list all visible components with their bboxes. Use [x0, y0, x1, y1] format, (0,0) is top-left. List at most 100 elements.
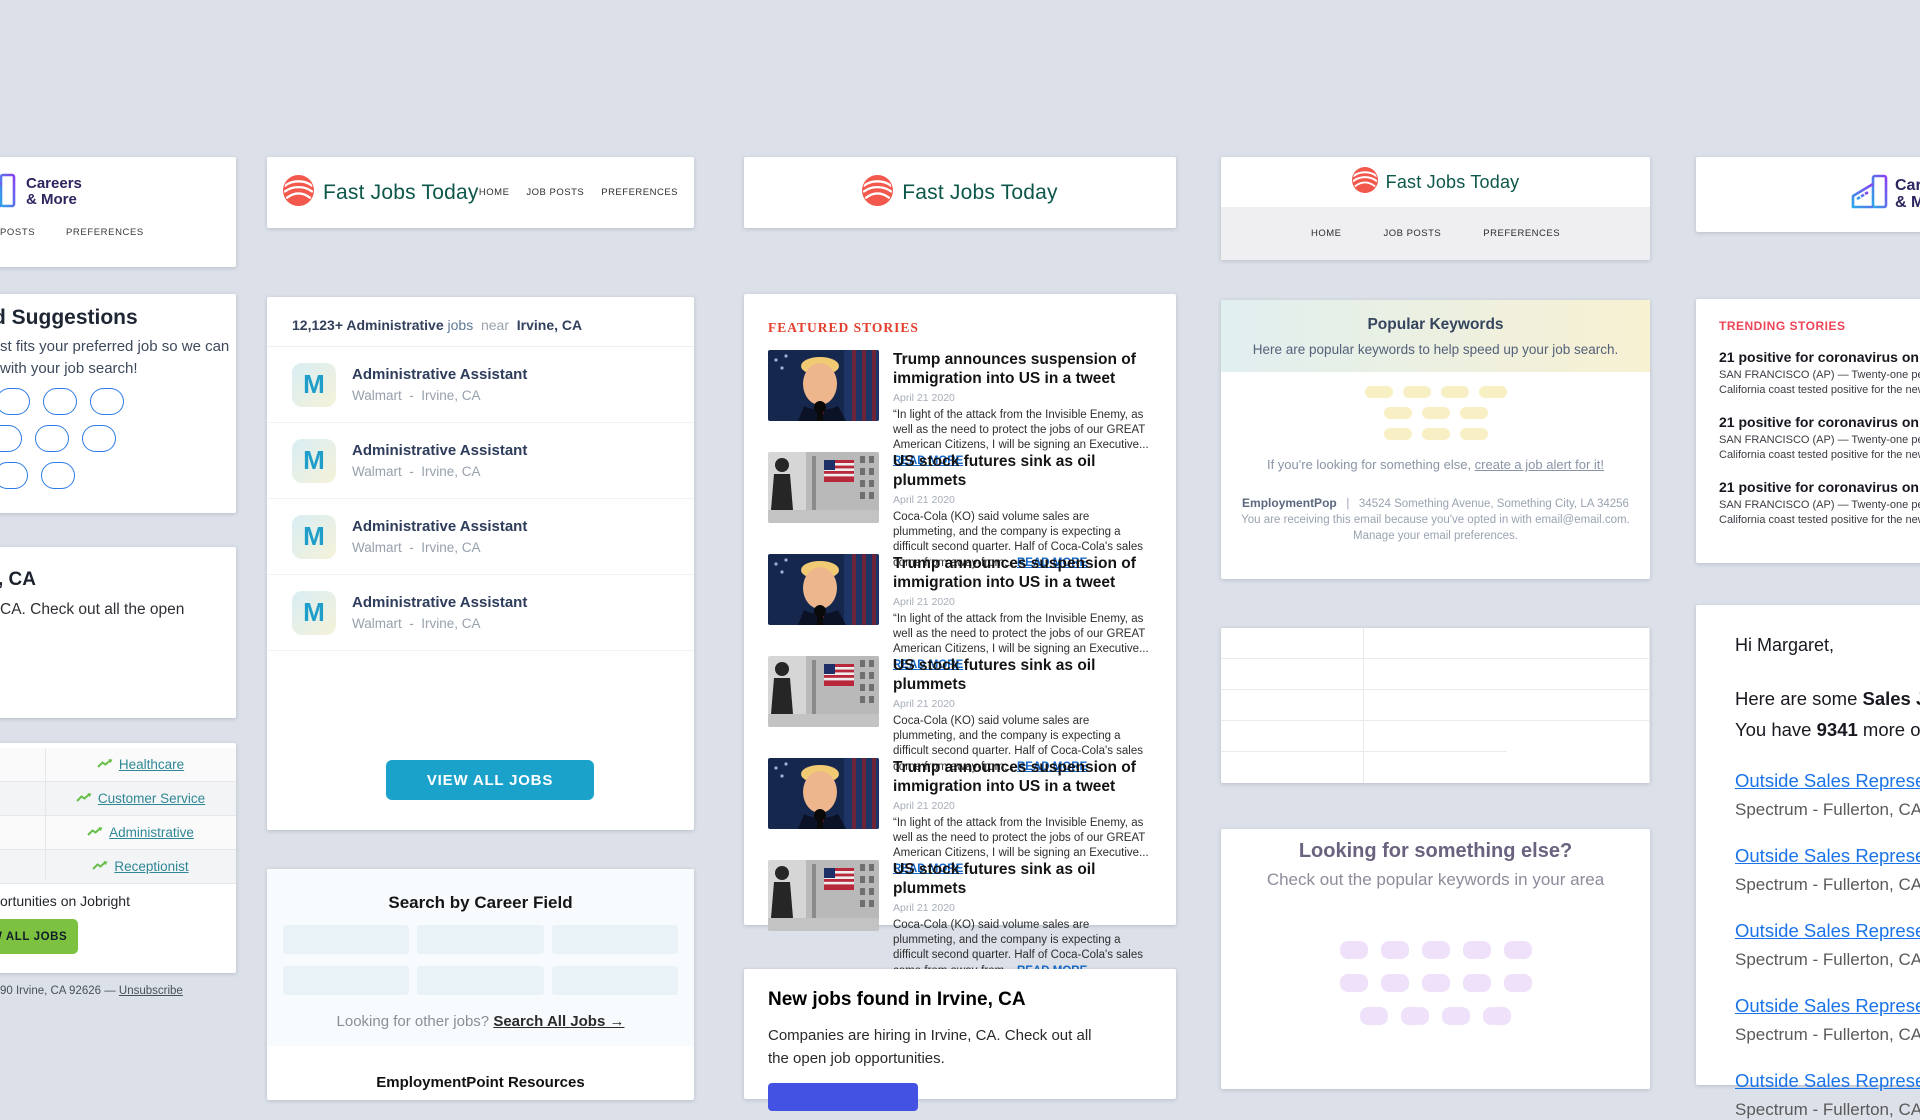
keyword-chip[interactable] [1440, 386, 1469, 398]
keyword-chip[interactable] [1339, 941, 1368, 959]
keyword-pill[interactable] [0, 425, 22, 452]
keyword-pill[interactable] [43, 388, 77, 415]
story-title[interactable]: Trump announces suspension of immigratio… [893, 759, 1136, 795]
keyword-chip[interactable] [1462, 974, 1491, 992]
keyword-chip[interactable] [1421, 941, 1450, 959]
story-title[interactable]: Trump announces suspension of immigratio… [893, 351, 1136, 387]
view-all-jobs-button[interactable]: VIEW ALL JOBS [386, 760, 594, 800]
story-title[interactable]: US stock futures sink as oil plummets [893, 453, 1096, 489]
job-link[interactable]: Outside Sales Represen [1735, 920, 1920, 941]
keyword-cell[interactable] [1507, 721, 1650, 752]
nav-preferences[interactable]: PREFERENCES [1483, 228, 1561, 239]
keyword-cell[interactable] [1221, 721, 1364, 752]
keyword-chip[interactable] [1503, 941, 1532, 959]
category-link[interactable]: Healthcare [118, 757, 185, 772]
keyword-chip[interactable] [1380, 974, 1409, 992]
nav-job-posts[interactable]: POSTS [0, 227, 36, 238]
job-link[interactable]: Outside Sales Represen [1735, 995, 1920, 1016]
story-thumbnail[interactable] [768, 656, 879, 727]
keyword-chip[interactable] [1380, 941, 1409, 959]
read-more-link[interactable]: READ MORE [893, 454, 964, 467]
job-listing-row[interactable]: M Administrative Assistant Walmart - Irv… [267, 575, 694, 651]
story-title[interactable]: US stock futures sink as oil plummets [893, 861, 1096, 897]
job-link[interactable]: Outside Sales Represen [1735, 1070, 1920, 1091]
job-listing-row[interactable]: M Administrative Assistant Walmart - Irv… [267, 499, 694, 575]
keyword-pill[interactable] [90, 388, 124, 415]
create-job-alert-link[interactable]: create a job alert for it! [1474, 457, 1605, 472]
job-listing-row[interactable]: M Administrative Assistant Walmart - Irv… [267, 423, 694, 499]
keyword-chip[interactable] [1462, 941, 1491, 959]
career-field-pill[interactable] [417, 966, 544, 995]
category-link[interactable]: Customer Service [97, 791, 206, 806]
keyword-chip[interactable] [1383, 407, 1412, 419]
story-thumbnail[interactable] [768, 758, 879, 829]
story-thumbnail[interactable] [768, 554, 879, 625]
keyword-chip[interactable] [1364, 386, 1393, 398]
view-all-jobs-button-green[interactable]: VIEW ALL JOBS [0, 919, 78, 954]
unsubscribe-link[interactable]: Unsubscribe [118, 985, 183, 997]
keyword-chip[interactable] [1503, 974, 1532, 992]
keyword-chip[interactable] [1360, 1007, 1388, 1025]
job-link[interactable]: Outside Sales Represen [1735, 770, 1920, 791]
nav-job-posts[interactable]: JOB POSTS [526, 187, 585, 198]
keyword-cell[interactable] [1364, 752, 1507, 783]
keyword-chip[interactable] [1442, 1007, 1470, 1025]
nav-home[interactable]: HOME [478, 187, 510, 198]
job-link[interactable]: Outside Sales Represen [1735, 845, 1920, 866]
career-field-pill[interactable] [283, 966, 410, 995]
keyword-cell[interactable] [1507, 659, 1650, 690]
keyword-chip[interactable] [1402, 386, 1431, 398]
keyword-cell[interactable] [1364, 659, 1507, 690]
keyword-cell[interactable] [1221, 690, 1364, 721]
trending-story-title[interactable]: 21 positive for coronavirus on cruis [1719, 479, 1920, 495]
read-more-link[interactable]: READ MORE [893, 862, 964, 875]
nav-home[interactable]: HOME [1310, 228, 1342, 239]
story-thumbnail[interactable] [768, 860, 879, 931]
keyword-cell[interactable] [1221, 659, 1364, 690]
keyword-cell[interactable] [1364, 690, 1507, 721]
search-all-jobs-link[interactable]: Search All Jobs → [493, 1013, 625, 1030]
career-field-pill[interactable] [417, 925, 544, 954]
read-more-link[interactable]: READ MORE [1016, 556, 1088, 569]
keyword-chip[interactable] [1383, 428, 1412, 440]
new-jobs-button[interactable] [768, 1083, 918, 1111]
keyword-pill[interactable] [35, 425, 69, 452]
trending-story-title[interactable]: 21 positive for coronavirus on cruis [1719, 349, 1920, 365]
story-title[interactable]: US stock futures sink as oil plummets [893, 657, 1096, 693]
manage-preferences-link[interactable]: Manage your email preferences. [1353, 530, 1518, 542]
keyword-chip[interactable] [1421, 428, 1450, 440]
category-link[interactable]: Administrative [109, 825, 194, 840]
story-thumbnail[interactable] [768, 350, 879, 421]
keyword-cell[interactable] [1221, 752, 1364, 783]
job-listing-row[interactable]: M Administrative Assistant Walmart - Irv… [267, 347, 694, 423]
category-link[interactable]: Receptionist [114, 859, 189, 874]
keyword-chip[interactable] [1401, 1007, 1429, 1025]
keyword-cell[interactable] [1221, 628, 1364, 659]
story-thumbnail[interactable] [768, 452, 879, 523]
nav-preferences[interactable]: PREFERENCES [601, 187, 678, 198]
keyword-cell[interactable] [1507, 628, 1650, 659]
nav-preferences[interactable]: PREFERENCES [66, 227, 144, 238]
trending-story-title[interactable]: 21 positive for coronavirus on cruis [1719, 414, 1920, 430]
keyword-chip[interactable] [1421, 974, 1450, 992]
read-more-link[interactable]: READ MORE [1016, 760, 1088, 773]
keyword-chip[interactable] [1459, 428, 1488, 440]
keyword-pill[interactable] [82, 425, 116, 452]
career-field-pill[interactable] [551, 966, 678, 995]
keyword-cell[interactable] [1507, 752, 1650, 783]
read-more-link[interactable]: READ MORE [893, 658, 964, 671]
keyword-chip[interactable] [1478, 386, 1507, 398]
keyword-chip[interactable] [1483, 1007, 1511, 1025]
keyword-cell[interactable] [1364, 628, 1507, 659]
keyword-pill[interactable] [41, 462, 75, 489]
keyword-chip[interactable] [1339, 974, 1368, 992]
career-field-pill[interactable] [551, 925, 678, 954]
keyword-pill[interactable] [0, 388, 30, 415]
keyword-cell[interactable] [1364, 721, 1507, 752]
career-field-pill[interactable] [283, 925, 410, 954]
nav-job-posts[interactable]: JOB POSTS [1383, 228, 1442, 239]
story-title[interactable]: Trump announces suspension of immigratio… [893, 555, 1136, 591]
keyword-cell[interactable] [1507, 690, 1650, 721]
keyword-chip[interactable] [1459, 407, 1488, 419]
keyword-pill[interactable] [0, 462, 28, 489]
